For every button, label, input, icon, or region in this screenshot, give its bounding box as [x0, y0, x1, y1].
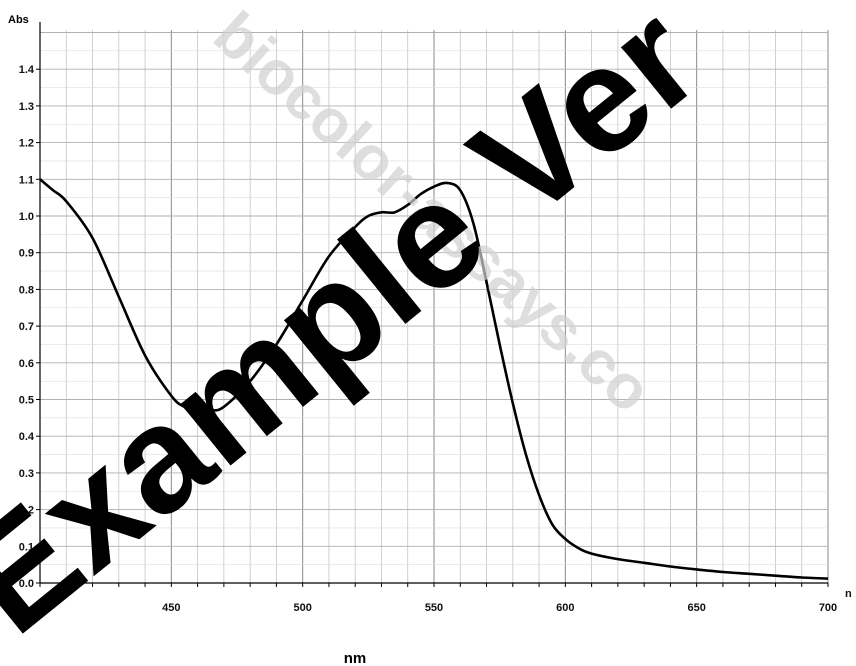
x-tick-label: 600	[556, 602, 574, 614]
y-tick-label: 1.2	[19, 138, 34, 150]
y-tick-label: 1.0	[19, 211, 34, 223]
x-tick-label: 550	[425, 602, 443, 614]
y-tick-label: 1.3	[19, 101, 34, 113]
x-tick-label: 650	[687, 602, 705, 614]
y-tick-labels: 0.0 0.1 0.2 0.3 0.4 0.5 0.6 0.7 0.8 0.9 1.0 1.1 1.2 1…	[19, 64, 35, 590]
series-line	[39, 178, 829, 580]
axes	[36, 22, 829, 587]
y-tick-label: 0.1	[19, 541, 34, 553]
y-tick-label: 0.3	[19, 468, 34, 480]
y-tick-label: 0.5	[19, 395, 34, 407]
grid	[39, 30, 829, 584]
y-tick-label: 0.7	[19, 321, 34, 333]
y-tick-label: 0.2	[19, 505, 34, 517]
series	[39, 178, 829, 580]
x-tick-label: 500	[293, 602, 311, 614]
y-tick-label: 0.6	[19, 358, 34, 370]
watermark-large-text: Example Ver	[0, 0, 729, 665]
x-axis-unit-partial: n	[845, 588, 852, 600]
watermark: biocolor-assays.co Example Ver	[0, 0, 729, 665]
x-tick-label: 700	[819, 602, 837, 614]
y-tick-label: 1.1	[19, 174, 34, 186]
y-tick-label: 0.9	[19, 248, 34, 260]
y-tick-label: 0.0	[19, 578, 34, 590]
y-tick-label: 1.4	[19, 64, 35, 76]
x-tick-label: 400	[31, 602, 49, 614]
x-axis-label: nm	[344, 650, 367, 666]
y-axis-label: Abs	[8, 14, 29, 26]
x-tick-labels: 400 450 500 550 600 650 700	[31, 602, 837, 614]
y-tick-label: 0.8	[19, 284, 34, 296]
x-tick-label: 450	[162, 602, 180, 614]
y-tick-label: 0.4	[19, 431, 35, 443]
